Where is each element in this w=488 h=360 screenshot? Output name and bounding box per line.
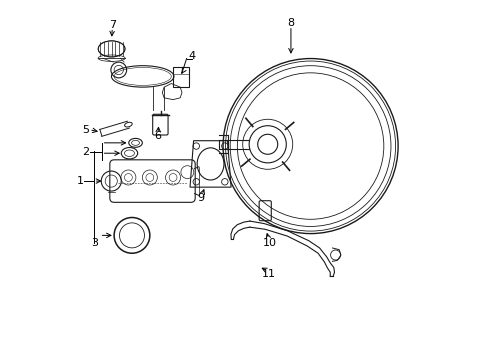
Text: 6: 6 <box>154 131 161 141</box>
Bar <box>173 67 189 87</box>
Text: 11: 11 <box>261 269 275 279</box>
Text: 3: 3 <box>91 238 99 248</box>
Text: 2: 2 <box>82 148 89 157</box>
Text: 8: 8 <box>287 18 294 28</box>
Text: 9: 9 <box>197 193 204 203</box>
Text: 10: 10 <box>262 238 276 248</box>
Text: 1: 1 <box>77 176 83 186</box>
Text: 5: 5 <box>82 125 89 135</box>
Text: 4: 4 <box>188 51 195 61</box>
Text: 7: 7 <box>108 19 116 30</box>
